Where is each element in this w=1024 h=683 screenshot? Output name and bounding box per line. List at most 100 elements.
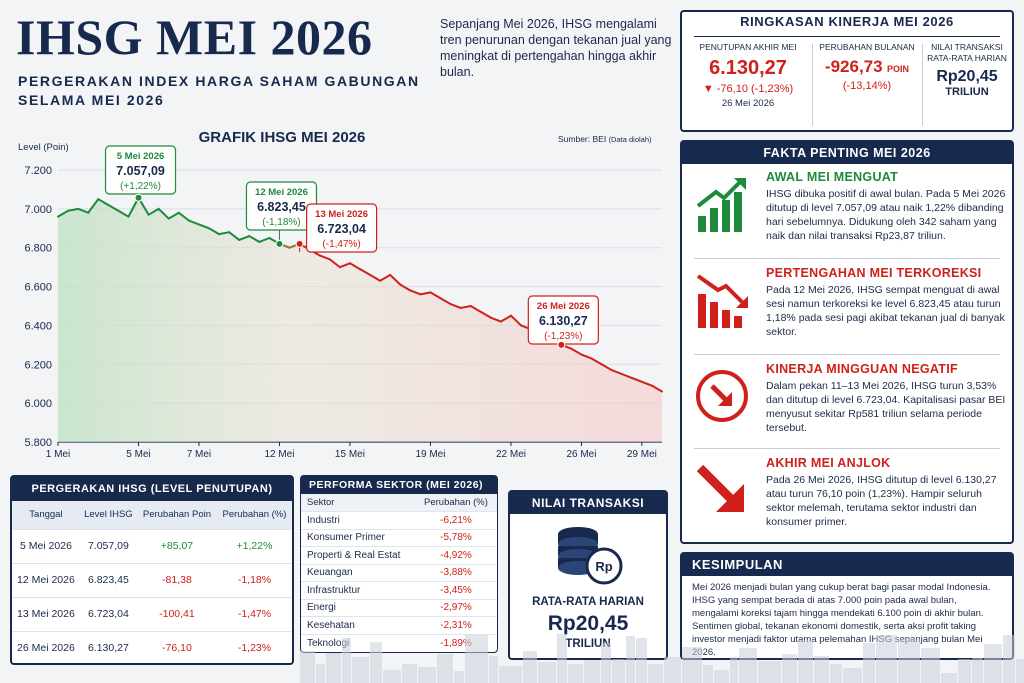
skyline-building: [383, 670, 401, 683]
down-arrow-icon: [696, 464, 744, 512]
skyline-building: [454, 671, 464, 683]
transaction-title: NILAI TRANSAKSI: [510, 492, 666, 514]
annotation-value: 6.723,04: [317, 222, 366, 236]
y-tick-label: 6.000: [24, 398, 52, 410]
series-line-segment: [77, 207, 90, 214]
fact-body: IHSG dibuka positif di awal bulan. Pada …: [766, 188, 1006, 242]
table-row: Energi -2,97%: [301, 598, 497, 617]
chart-ylabel: Level (Poin): [18, 142, 69, 153]
annotation-value: 7.057,09: [116, 164, 165, 178]
table-row: 12 Mei 2026 6.823,45 -81,38 -1,18%: [12, 562, 292, 597]
skyline-building: [538, 662, 556, 683]
data-annotation: 13 Mei 2026 6.723,04 (-1,47%): [295, 203, 378, 253]
fact-item-end-may: AKHIR MEI ANJLOK Pada 26 Mei 2026, IHSG …: [690, 454, 1004, 542]
skyline-building: [465, 635, 488, 683]
series-line-segment: [580, 353, 593, 360]
series-line-segment: [429, 291, 442, 300]
series-line-segment: [238, 235, 251, 241]
growth-bars-icon: [696, 178, 746, 232]
column-header: Sektor: [301, 494, 415, 512]
coin-symbol: Rp: [595, 559, 612, 574]
y-tick-label: 7.200: [24, 165, 52, 177]
chart-title: GRAFIK IHSG MEI 2026: [199, 129, 366, 146]
fact-heading: KINERJA MINGGUAN NEGATIF: [766, 362, 958, 376]
transaction-unit: TRILIUN: [565, 638, 611, 650]
summary-transaction-value: Rp20,45: [936, 68, 998, 85]
annotation-date: 5 Mei 2026: [117, 151, 165, 162]
series-line-segment: [439, 297, 452, 306]
skyline-building: [370, 642, 382, 683]
annotation-point: [275, 239, 284, 248]
series-line-segment: [107, 203, 120, 212]
x-tick-label: 5 Mei: [126, 449, 150, 460]
annotation-value: 6.823,45: [257, 200, 306, 214]
series-line-segment: [208, 227, 221, 236]
summary-monthly-value: -926,73: [824, 57, 883, 76]
skyline-building: [1016, 659, 1024, 683]
conclusion-body: Mei 2026 menjadi bulan yang cukup berat …: [692, 582, 991, 658]
skyline-building: [316, 664, 325, 683]
summary-transaction: NILAI TRANSAKSI RATA-RATA HARIAN Rp20,45…: [924, 42, 1010, 126]
skyline-building: [326, 653, 341, 683]
table-row: Properti & Real Estat -4,92%: [301, 546, 497, 564]
y-tick-label: 7.000: [24, 204, 52, 216]
city-skyline-icon: [300, 634, 1024, 683]
annotation-point: [134, 193, 143, 202]
series-line-segment: [389, 273, 402, 286]
fact-item-mid-may: PERTENGAHAN MEI TERKOREKSI Pada 12 Mei 2…: [690, 264, 1005, 352]
series-line-segment: [499, 314, 512, 323]
skyline-building: [601, 643, 611, 683]
skyline-building: [758, 661, 781, 683]
decline-bars-icon: [696, 274, 748, 328]
table-row: 26 Mei 2026 6.130,27 -76,10 -1,23%: [12, 630, 292, 665]
series-line-segment: [369, 273, 382, 282]
series-line-segment: [177, 211, 190, 222]
skyline-building: [972, 658, 983, 683]
skyline-building: [636, 638, 647, 683]
data-annotation: 12 Mei 2026 6.823,45 (-1,18%): [245, 181, 318, 248]
x-tick-label: 26 Mei: [566, 449, 596, 460]
series-line-segment: [379, 273, 392, 282]
skyline-building: [958, 659, 971, 683]
skyline-building: [499, 666, 522, 683]
annotation-date: 13 Mei 2026: [315, 209, 368, 220]
skyline-building: [814, 656, 829, 683]
x-tick-label: 29 Mei: [627, 449, 657, 460]
movement-table: Tanggal Level IHSG Perubahan Poin Peruba…: [12, 501, 292, 665]
fact-heading: PERTENGAHAN MEI TERKOREKSI: [766, 266, 982, 280]
skyline-building: [568, 664, 583, 683]
conclusion-title: KESIMPULAN: [682, 554, 1012, 576]
skyline-building: [876, 635, 897, 683]
series-line-segment: [469, 305, 482, 313]
skyline-building: [612, 659, 625, 683]
series-line-segment: [399, 283, 412, 292]
skyline-building: [898, 639, 920, 683]
table-row: Industri -6,21%: [301, 511, 497, 529]
table-row: 5 Mei 2026 7.057,09 +85,07 +1,22%: [12, 528, 292, 563]
skyline-building: [418, 667, 436, 683]
sector-table: Sektor Perubahan (%) Industri -6,21% Kons…: [301, 494, 497, 652]
x-tick-label: 1 Mei: [46, 449, 70, 460]
data-annotation: 26 Mei 2026 6.130,27 (-1,23%): [527, 295, 599, 349]
skyline-building: [523, 651, 537, 683]
chart-source: Sumber: BEI (Data diolah): [558, 134, 652, 144]
x-tick-label: 15 Mei: [335, 449, 365, 460]
series-line-segment: [338, 262, 351, 269]
series-line-segment: [187, 219, 200, 226]
column-header: Level IHSG: [79, 501, 137, 529]
down-circle-icon: [696, 370, 748, 422]
skyline-building: [648, 664, 663, 683]
skyline-building: [682, 647, 702, 683]
y-tick-label: 6.400: [24, 320, 52, 332]
series-line-segment: [510, 314, 523, 327]
series-line-segment: [650, 384, 663, 393]
series-line-segment: [449, 303, 462, 309]
skyline-building: [489, 656, 498, 683]
transaction-label: RATA-RATA HARIAN: [532, 596, 644, 608]
series-line-segment: [228, 231, 241, 241]
series-line-segment: [570, 347, 583, 356]
column-header: Perubahan (%): [216, 501, 292, 529]
fact-body: Pada 12 Mei 2026, IHSG sempat menguat di…: [766, 284, 1005, 338]
x-tick-label: 12 Mei: [264, 449, 294, 460]
annotation-change: (+1,22%): [120, 181, 161, 192]
